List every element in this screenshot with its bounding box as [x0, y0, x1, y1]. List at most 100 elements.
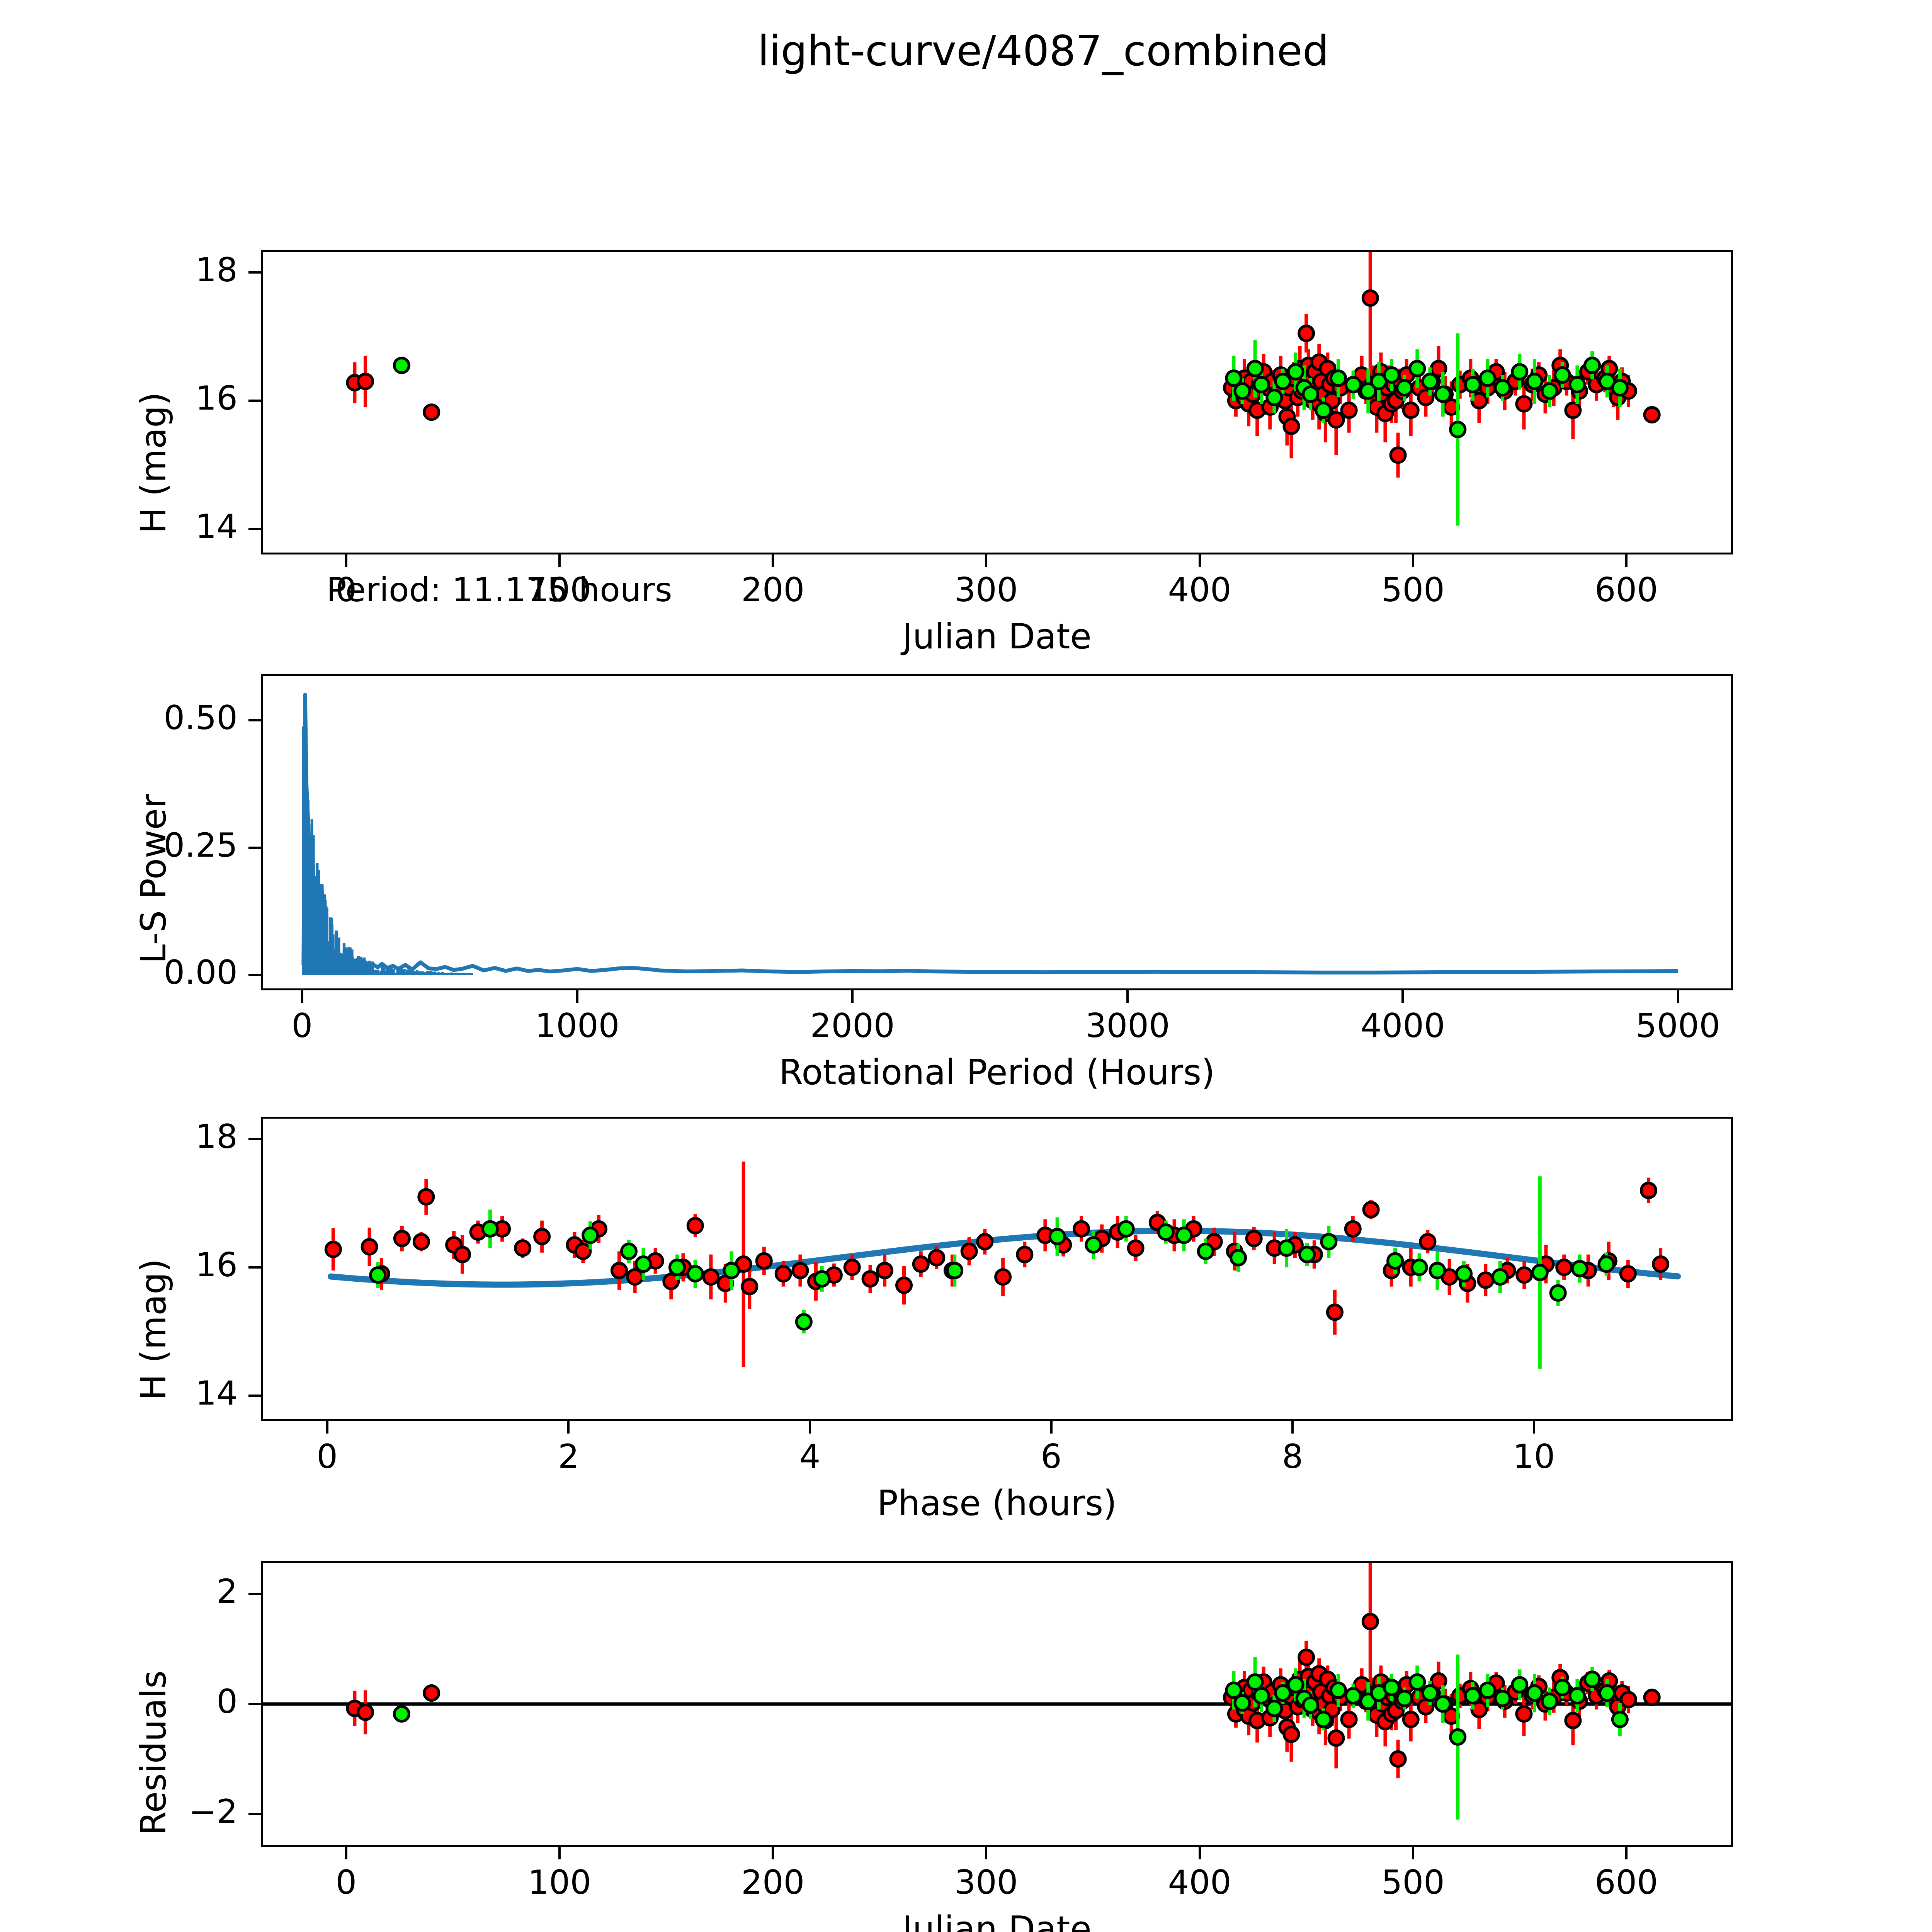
x-tickmark — [1126, 990, 1129, 1003]
x-tick-label-periodogram-5: 5000 — [1636, 1007, 1720, 1045]
x-tick-label-periodogram-1: 1000 — [535, 1007, 620, 1045]
x-tick-label-light-curve-5: 500 — [1381, 571, 1445, 609]
x-tick-label-light-curve-1: 100 — [527, 571, 592, 609]
y-tickmark — [248, 1394, 261, 1397]
x-tick-label-residuals-0: 0 — [335, 1863, 357, 1902]
x-tickmark — [326, 1421, 328, 1434]
y-tickmark — [248, 399, 261, 402]
x-tick-label-light-curve-3: 300 — [954, 571, 1018, 609]
x-tick-label-light-curve-0: 0 — [335, 571, 357, 609]
x-tickmark — [1401, 990, 1404, 1003]
x-tickmark — [301, 990, 303, 1003]
x-tick-label-phase-folded-4: 8 — [1282, 1437, 1303, 1476]
y-tickmark — [248, 974, 261, 976]
x-tick-label-residuals-1: 100 — [527, 1863, 592, 1902]
x-tick-label-periodogram-0: 0 — [291, 1007, 313, 1045]
figure-title: light-curve/4087_combined — [757, 27, 1329, 75]
y-tick-label-residuals-1: 0 — [216, 1682, 238, 1721]
y-tickmark — [248, 527, 261, 530]
x-tickmark — [345, 554, 347, 567]
y-axis-label-residuals: Residuals — [133, 1670, 174, 1835]
x-tickmark — [576, 990, 578, 1003]
y-tickmark — [248, 1266, 261, 1269]
plot-area-periodogram — [301, 692, 1678, 975]
x-tickmark — [985, 1847, 988, 1859]
y-tick-label-light-curve-2: 18 — [195, 251, 238, 290]
panel-phase-folded — [261, 1117, 1733, 1421]
y-tickmark — [248, 1813, 261, 1815]
y-tick-label-residuals-2: 2 — [216, 1572, 238, 1611]
x-tickmark — [1625, 554, 1628, 567]
x-tick-label-residuals-6: 600 — [1594, 1863, 1658, 1902]
period-annotation: Period: 11.175 hours — [327, 571, 672, 609]
y-tick-label-residuals-0: −2 — [189, 1792, 238, 1831]
x-tick-label-residuals-2: 200 — [741, 1863, 805, 1902]
x-tickmark — [1198, 1847, 1201, 1859]
sinusoid-fit-line — [327, 1228, 1681, 1288]
x-tickmark — [1677, 990, 1679, 1003]
plot-area-light-curve — [346, 252, 1661, 526]
x-tickmark — [345, 1847, 347, 1859]
x-tickmark — [567, 1421, 570, 1434]
x-tickmark — [1050, 1421, 1053, 1434]
x-tickmark — [1291, 1421, 1294, 1434]
x-tickmark — [985, 554, 988, 567]
x-tick-label-residuals-3: 300 — [954, 1863, 1018, 1902]
x-tickmark — [851, 990, 854, 1003]
y-axis-label-phase-folded: H (mag) — [133, 1259, 174, 1400]
x-tick-label-periodogram-3: 3000 — [1085, 1007, 1170, 1045]
panel-periodogram — [261, 674, 1733, 990]
x-tick-label-phase-folded-2: 4 — [799, 1437, 821, 1476]
x-tick-label-phase-folded-0: 0 — [316, 1437, 338, 1476]
x-tickmark — [1625, 1847, 1628, 1859]
data-points-green — [393, 357, 1629, 439]
x-tickmark — [1532, 1421, 1535, 1434]
panel-light-curve — [261, 250, 1733, 554]
x-tick-label-residuals-5: 500 — [1381, 1863, 1445, 1902]
x-axis-label-light-curve: Julian Date — [902, 616, 1092, 657]
x-tickmark — [1412, 1847, 1414, 1859]
y-tick-label-phase-folded-0: 14 — [195, 1374, 238, 1413]
y-tickmark — [248, 719, 261, 721]
x-tick-label-phase-folded-5: 10 — [1512, 1437, 1555, 1476]
y-tick-label-light-curve-0: 14 — [195, 507, 238, 546]
x-tick-label-periodogram-2: 2000 — [810, 1007, 895, 1045]
y-tickmark — [248, 271, 261, 274]
x-tick-label-phase-folded-3: 6 — [1041, 1437, 1062, 1476]
y-tick-label-periodogram-1: 0.25 — [163, 826, 238, 865]
x-tickmark — [558, 1847, 561, 1859]
y-tickmark — [248, 1703, 261, 1705]
y-tick-label-phase-folded-2: 18 — [195, 1117, 238, 1156]
x-tick-label-light-curve-4: 400 — [1168, 571, 1231, 609]
x-tickmark — [558, 554, 561, 567]
x-tickmark — [772, 1847, 774, 1859]
panel-residuals — [261, 1561, 1733, 1847]
x-axis-label-phase-folded: Phase (hours) — [877, 1483, 1117, 1524]
x-tickmark — [1198, 554, 1201, 567]
y-tick-label-phase-folded-1: 16 — [195, 1245, 238, 1284]
x-tick-label-residuals-4: 400 — [1168, 1863, 1231, 1902]
y-axis-label-light-curve: H (mag) — [133, 392, 174, 534]
error-bars-red — [331, 1162, 1663, 1367]
x-axis-label-residuals: Julian Date — [902, 1909, 1092, 1932]
x-tick-label-phase-folded-1: 2 — [558, 1437, 579, 1476]
y-tickmark — [248, 1593, 261, 1595]
data-points-green — [393, 1670, 1629, 1746]
y-axis-label-periodogram: L-S Power — [133, 794, 174, 964]
periodogram-line — [301, 692, 1678, 975]
x-tick-label-light-curve-6: 600 — [1594, 571, 1658, 609]
y-tick-label-periodogram-0: 0.00 — [163, 953, 238, 992]
y-tick-label-light-curve-1: 16 — [195, 379, 238, 418]
plot-area-residuals — [263, 1563, 1731, 1820]
x-tick-label-periodogram-4: 4000 — [1360, 1007, 1445, 1045]
x-tickmark — [808, 1421, 811, 1434]
y-tickmark — [248, 1138, 261, 1141]
periodogram-spikes — [302, 726, 473, 975]
x-tickmark — [772, 554, 774, 567]
data-points-green — [369, 1220, 1615, 1331]
y-tickmark — [248, 846, 261, 849]
plot-area-phase-folded — [324, 1162, 1681, 1369]
y-tick-label-periodogram-2: 0.50 — [163, 698, 238, 737]
x-tickmark — [1412, 554, 1414, 567]
